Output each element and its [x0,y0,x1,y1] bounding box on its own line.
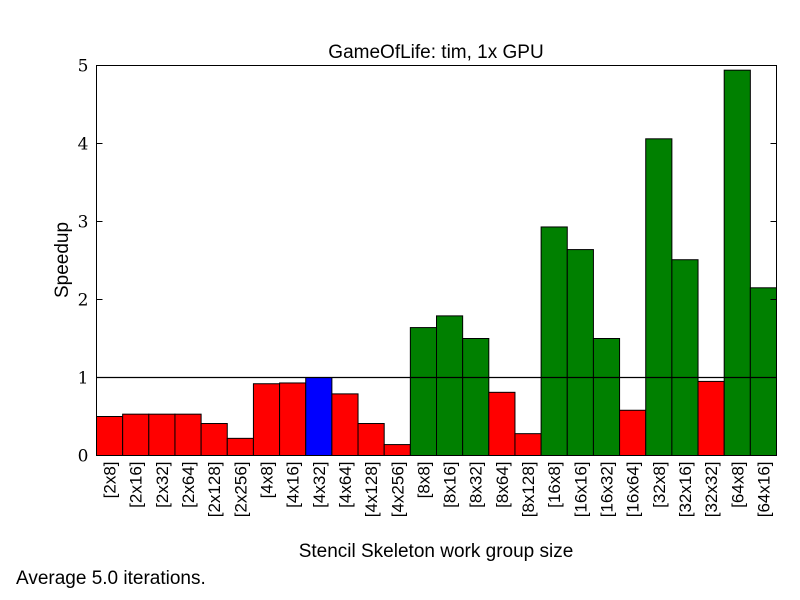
x-tick-label: [2x8] [101,462,120,499]
bar-64x8 [723,69,751,457]
bar-16x64 [619,409,647,457]
x-tick-label: [2x128] [205,462,224,518]
x-tick-label: [8x16] [441,462,460,508]
bar-16x16 [566,249,594,456]
x-tick-label: [16x32] [598,462,617,518]
x-tick-label: [32x8] [650,462,669,508]
bar-2x256 [226,437,254,456]
y-tick-label: 5 [78,57,89,77]
bar-32x16 [671,259,699,456]
bar-4x256 [383,444,411,456]
bar-2x64 [174,413,202,457]
x-tick-label: [4x64] [336,462,355,508]
x-tick-label: [2x32] [153,462,172,508]
bar-16x32 [592,338,621,456]
x-axis-ticks: [2x8] [2x16] [2x32] [2x64] [2x128] [2x256] [4x… [101,462,774,518]
x-tick-label: [32x32] [702,462,721,518]
bar-32x8 [645,138,673,456]
plot-frame [96,65,777,456]
x-tick-label: [2x64] [179,462,198,508]
bar-32x32 [697,380,725,456]
bar-4x8 [252,383,281,456]
x-tick-label: [8x32] [467,462,486,508]
x-tick-label: [4x256] [388,462,407,518]
bar-2x128 [200,423,228,456]
y-axis-label: Speedup [52,222,73,298]
x-tick-label: [16x16] [571,462,590,518]
x-tick-label: [8x8] [414,462,433,499]
bar-4x64 [331,393,359,457]
x-tick-label: [4x128] [362,462,381,518]
x-tick-label: [8x128] [519,462,538,518]
x-tick-label: [16x64] [624,462,643,518]
bars-group [96,69,777,457]
x-axis-label: Stencil Skeleton work group size [299,541,574,562]
y-tick-label: 2 [78,291,89,311]
bar-64x16 [749,287,777,456]
x-tick-label: [32x16] [676,462,695,518]
bar-16x8 [540,226,568,456]
y-tick-label: 3 [78,213,89,233]
bar-8x64 [488,391,516,457]
bar-4x16 [279,382,307,456]
x-tick-label: [2x16] [127,462,146,508]
x-tick-label: [2x256] [231,462,250,518]
bar-8x16 [436,315,464,456]
y-tick-label: 0 [78,447,89,467]
x-tick-label: [4x16] [284,462,303,508]
y-tick-label: 1 [78,369,89,389]
footnote: Average 5.0 iterations. [16,568,206,589]
bar-8x8 [409,327,438,456]
bar-2x32 [148,413,176,457]
bar-4x128 [357,423,385,456]
bar-2x16 [122,413,150,457]
x-tick-label: [64x16] [754,462,773,518]
x-tick-label: [4x32] [310,462,329,508]
y-tick-label: 4 [78,135,89,155]
bar-4x32 [305,377,333,456]
bar-8x128 [514,433,542,457]
bar-8x32 [462,338,490,456]
x-tick-label: [8x64] [493,462,512,508]
bar-2x8 [96,416,124,456]
chart-title: GameOfLife: tim, 1x GPU [328,42,543,63]
x-tick-label: [4x8] [258,462,277,499]
x-tick-label: [16x8] [545,462,564,508]
x-tick-label: [64x8] [728,462,747,508]
